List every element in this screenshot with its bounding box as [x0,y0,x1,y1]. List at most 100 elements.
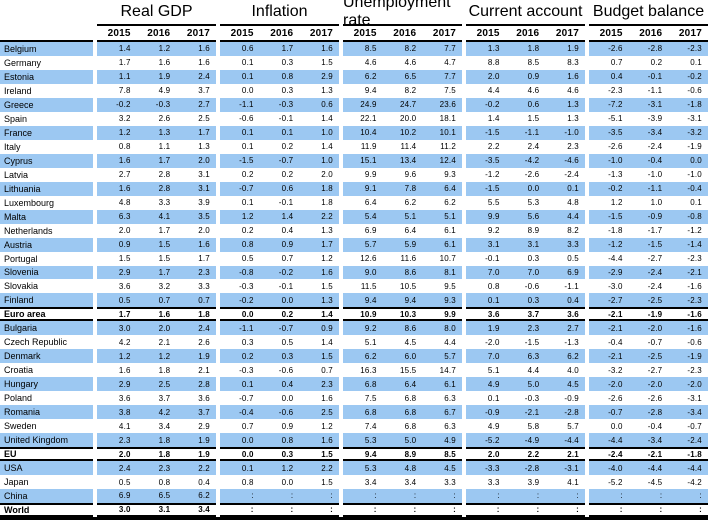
table-row: Denmark 1.2 1.2 1.9 0.2 0.3 1.5 6.2 6.0 5.7 7.0 6.3… [0,349,708,364]
value-cell: 2.3 [97,433,137,448]
value-cell: 5.7 [343,237,383,252]
value-cell: -0.7 [589,405,629,420]
value-cell: 4.1 [136,209,177,224]
value-cell: 0.4 [259,377,300,392]
value-group: 9.9 5.6 4.4 [466,209,585,224]
value-group: 1.7 1.6 1.8 [97,307,216,322]
value-cell: 2.2 [487,142,500,152]
value-cell: 0.2 [241,170,254,180]
value-cell: 8.8 [487,58,500,68]
value-cell: -2.1 [589,321,629,336]
value-cell: 3.1 [198,170,210,180]
value-cell: 8.2 [382,42,423,56]
value-cell: 1.3 [567,114,579,124]
row-label: Slovenia [0,265,93,280]
table-row: Poland 3.6 3.7 3.6 -0.7 0.0 1.6 7.5 6.8 6.3 0.1 -0.… [0,391,708,405]
value-cell: 7.7 [422,69,462,84]
value-cell: 0.2 [220,349,260,364]
value-group: 3.4 3.4 3.3 [343,475,462,489]
value-group: -2.1 -2.0 -1.6 [589,321,708,336]
value-cell: -2.0 [485,337,500,347]
value-group: -1.1 -0.7 0.9 [220,321,339,336]
value-cell: 1.5 [118,254,131,264]
row-label: Spain [4,113,28,124]
value-group: 22.1 20.0 18.1 [343,112,462,126]
value-group: -3.0 -2.4 -1.6 [589,279,708,293]
value-cell: -5.2 [466,433,506,448]
value-cell: 3.9 [527,477,540,487]
table-row: Euro area 1.7 1.6 1.8 0.0 0.2 1.4 10.9 10.3 9.9 3.… [0,307,708,322]
value-cell: 7.8 [118,86,131,96]
value-cell: 1.9 [176,433,216,448]
value-cell: 7.0 [505,265,546,280]
table-row: Estonia 1.1 1.9 2.4 0.1 0.8 2.9 6.2 6.5 7.7 2.0 0.9… [0,69,708,84]
value-cell: -0.7 [239,393,254,403]
value-cell: -0.9 [628,209,669,224]
value-cell: 8.9 [404,449,417,459]
column-group-title: Current account [466,0,585,24]
value-cell: -2.6 [608,393,623,403]
value-cell: -1.1 [628,181,669,196]
value-group: -1.2 -1.5 -1.4 [589,237,708,252]
value-cell: 4.4 [487,86,500,96]
value-cell: 2.3 [299,377,339,392]
value-cell: 4.6 [364,58,377,68]
value-cell: 0.3 [281,449,294,459]
row-label: USA [0,461,93,476]
value-cell: -1.1 [505,125,546,140]
value-group: 1.6 1.8 2.1 [97,363,216,377]
value-cell: 23.6 [422,97,462,112]
value-cell: -0.7 [259,153,300,168]
value-cell: : [382,489,423,503]
value-cell: 1.6 [198,58,210,68]
value-group: -0.3 -0.1 1.5 [220,279,339,293]
value-cell: 1.5 [158,254,171,264]
value-cell: : [505,489,546,503]
value-cell: 0.1 [259,125,300,140]
table-row: China 6.9 6.5 6.2:::::::::::: [0,489,708,503]
year-header: 2016 [147,27,171,39]
table-row: EU 2.0 1.8 1.9 0.0 0.3 1.5 9.4 8.9 8.5 2.0 2.2 2.1 -2… [0,447,708,462]
value-cell: 0.3 [505,293,546,308]
value-cell: 6.8 [404,393,417,403]
value-cell: 2.2 [176,461,216,476]
table-row: Greece -0.2 -0.3 2.7 -1.1 -0.3 0.6 24.9 24.7 23.6… [0,97,708,112]
value-cell: 6.0 [382,349,423,364]
value-group: -5.2 -4.9 -4.4 [466,433,585,448]
value-cell: -3.4 [668,405,708,420]
table-row: Belgium 1.4 1.2 1.6 0.6 1.7 1.6 8.5 8.2 7.7 1.3 1.8… [0,42,708,56]
value-group: 7.4 6.8 6.3 [343,419,462,433]
value-cell: -3.2 [608,365,623,375]
value-cell: 1.9 [198,449,210,459]
value-cell: 8.2 [567,226,579,236]
value-group: 1.7 1.6 1.6 [97,56,216,70]
value-cell: 4.2 [136,405,177,420]
value-cell: -0.1 [628,69,669,84]
value-group: 0.0 0.8 1.6 [220,433,339,448]
value-group: 6.9 6.4 6.1 [343,224,462,238]
value-cell: -0.2 [668,69,708,84]
value-cell: 10.1 [422,125,462,140]
value-cell: -1.0 [687,170,702,180]
table-row: Austria 0.9 1.5 1.6 0.8 0.9 1.7 5.7 5.9 6.1 3.1 3.1… [0,237,708,252]
value-group: 2.3 1.8 1.9 [97,433,216,448]
row-label: Lithuania [0,181,93,196]
value-group: ::: [466,502,585,517]
row-label: Estonia [0,69,93,84]
value-group: 0.5 0.7 1.2 [220,252,339,266]
value-cell: 4.8 [118,198,131,208]
value-cell: 3.4 [364,477,377,487]
value-cell: 9.4 [364,449,377,459]
value-cell: 3.4 [158,421,171,431]
value-group: 0.1 -0.1 1.8 [220,196,339,210]
value-cell: 5.1 [422,209,462,224]
value-cell: 11.4 [400,142,417,152]
value-group: 0.1 0.2 1.4 [220,140,339,154]
value-cell: 1.7 [136,265,177,280]
row-label: Denmark [0,349,93,364]
value-group: 0.7 0.9 1.2 [220,419,339,433]
value-group: 16.3 15.5 14.7 [343,363,462,377]
value-group: -0.6 -0.1 1.4 [220,112,339,126]
value-cell: : [466,489,506,503]
value-group: 7.0 6.3 6.2 [466,349,585,364]
